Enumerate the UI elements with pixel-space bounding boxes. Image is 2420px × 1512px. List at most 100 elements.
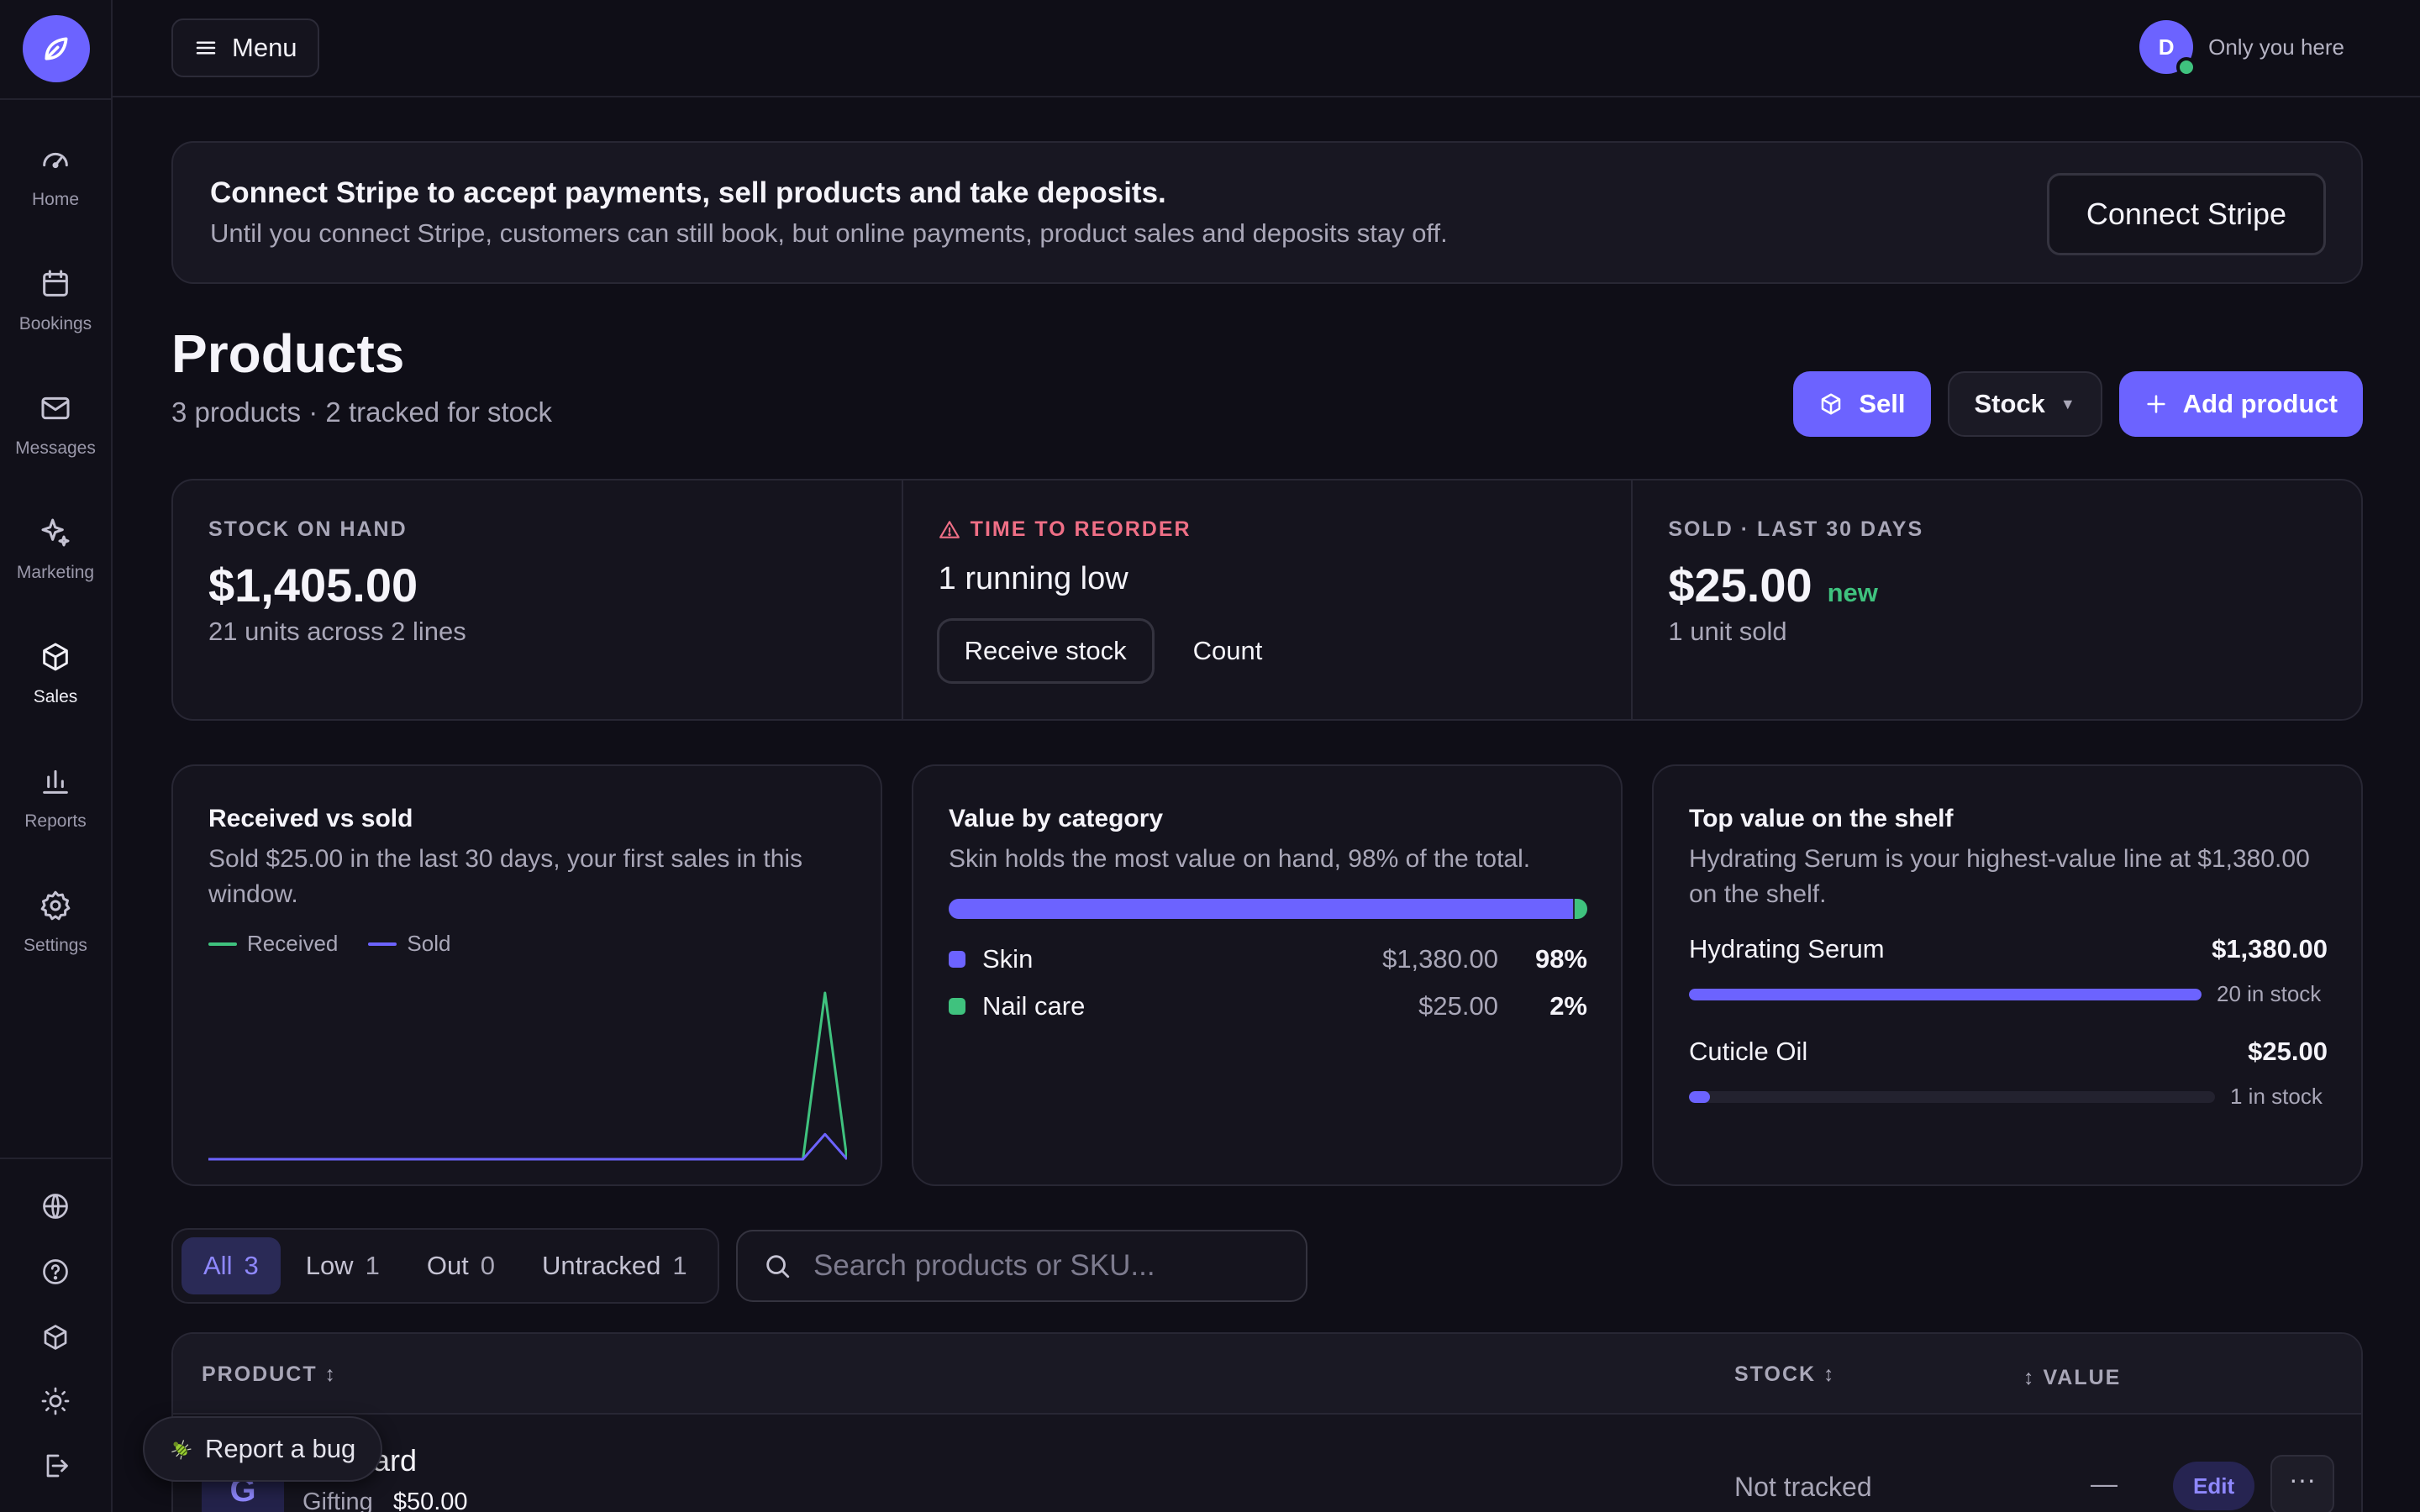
stats-panel: STOCK ON HAND $1,405.00 21 units across … <box>171 479 2363 721</box>
globe-icon <box>43 1194 68 1219</box>
product-category: Gifting <box>302 1488 373 1512</box>
shelf-product-name: Cuticle Oil <box>1689 1037 1808 1066</box>
stat-value: $25.00 <box>1668 559 1812 612</box>
help-icon <box>43 1259 68 1284</box>
shelf-bar-fill <box>1689 1090 1711 1103</box>
category-share-segment <box>1574 899 1587 919</box>
menu-label: Menu <box>232 33 297 62</box>
logout-button[interactable] <box>34 1445 76 1487</box>
column-header-stock[interactable]: STOCK ↕ <box>1734 1362 1836 1386</box>
top-bar: Menu D Only you here <box>113 0 2420 97</box>
box-icon <box>43 643 68 671</box>
hamburger-icon <box>196 41 216 55</box>
sidebar-item-label: Settings <box>24 936 87 955</box>
help-button[interactable] <box>34 1251 76 1293</box>
app-logo[interactable] <box>23 15 90 82</box>
new-badge: new <box>1827 578 1878 607</box>
products-shortcut-button[interactable] <box>34 1316 76 1358</box>
received-vs-sold-card: Received vs sold Sold $25.00 in the last… <box>171 764 882 1186</box>
card-title: Value by category <box>949 805 1164 832</box>
filter-count: 1 <box>672 1251 687 1280</box>
count-button[interactable]: Count <box>1192 636 1263 665</box>
sidebar-divider <box>0 98 111 100</box>
sidebar-item-marketing[interactable]: Marketing <box>0 499 111 617</box>
search-box <box>736 1230 1307 1302</box>
mail-icon <box>41 396 70 420</box>
shelf-product-value: $1,380.00 <box>2212 934 2328 963</box>
banner-title: Connect Stripe to accept payments, sell … <box>210 176 1166 209</box>
sidebar-item-home[interactable]: Home <box>0 126 111 244</box>
edit-button[interactable]: Edit <box>2173 1462 2255 1510</box>
theme-toggle-button[interactable] <box>34 1380 76 1422</box>
category-name: Nail care <box>982 991 1086 1021</box>
sidebar-item-reports[interactable]: Reports <box>0 748 111 865</box>
sell-label: Sell <box>1859 389 1906 418</box>
sidebar-item-settings[interactable]: Settings <box>0 872 111 990</box>
sun-icon <box>41 1387 70 1415</box>
category-row-skin: Skin $1,380.00 98% <box>949 941 1587 978</box>
reorder-actions: Receive stock Count <box>936 618 1286 684</box>
category-value: $25.00 <box>1418 991 1498 1021</box>
shelf-bar-line: 20 in stock <box>1689 981 2328 1007</box>
shelf-bar-track <box>1689 988 2202 1000</box>
filter-tabs: All 3 Low 1 Out 0 Untracked 1 <box>171 1228 719 1304</box>
filter-label: All <box>203 1251 233 1280</box>
bug-icon <box>171 1440 192 1460</box>
language-button[interactable] <box>34 1185 76 1227</box>
category-row-nail-care: Nail care $25.00 2% <box>949 988 1587 1025</box>
presence-indicator: D Only you here <box>2139 20 2344 77</box>
chart-legend: Received Sold <box>208 931 450 957</box>
value-by-category-card: Value by category Skin holds the most va… <box>912 764 1623 1186</box>
series-line-sold <box>208 1132 847 1161</box>
sidebar-item-label: Bookings <box>18 314 92 333</box>
products-table: PRODUCT ↕ STOCK ↕ ↕ VALUE G Gift card Gi… <box>171 1332 2363 1512</box>
column-header-value[interactable]: ↕ VALUE <box>2023 1366 2122 1389</box>
shelf-stock-note: 20 in stock <box>2217 981 2322 1006</box>
caret-down-icon: ▼ <box>2060 395 2075 412</box>
add-product-button[interactable]: Add product <box>2118 371 2363 437</box>
stat-subtext: 1 unit sold <box>1668 617 1787 646</box>
sidebar-item-bookings[interactable]: Bookings <box>0 250 111 368</box>
filter-tab-untracked[interactable]: Untracked 1 <box>520 1237 709 1294</box>
legend-swatch <box>368 942 397 946</box>
leaf-icon <box>45 37 68 60</box>
top-value-card: Top value on the shelf Hydrating Serum i… <box>1652 764 2363 1186</box>
stock-dropdown-button[interactable]: Stock ▼ <box>1947 371 2102 437</box>
page-title: Products <box>171 323 405 384</box>
filter-tab-all[interactable]: All 3 <box>182 1237 281 1294</box>
banner-subtitle: Until you connect Stripe, customers can … <box>210 218 1448 248</box>
sidebar-divider <box>0 1158 111 1159</box>
category-percent: 98% <box>1534 944 1587 974</box>
sell-button[interactable]: Sell <box>1793 371 1931 437</box>
category-percent: 2% <box>1549 991 1587 1021</box>
menu-button[interactable]: Menu <box>171 18 319 77</box>
bar-chart-icon <box>43 769 68 794</box>
category-swatch <box>949 951 965 968</box>
shelf-bar-fill <box>1689 988 2202 1000</box>
page-actions: Sell Stock ▼ Add product <box>1793 371 2363 437</box>
report-bug-button[interactable]: Report a bug <box>143 1416 383 1482</box>
presence-text: Only you here <box>2208 34 2344 60</box>
filter-tab-out[interactable]: Out 0 <box>405 1237 517 1294</box>
filter-count: 0 <box>480 1251 496 1280</box>
avatar[interactable]: D <box>2139 20 2197 77</box>
table-header: PRODUCT ↕ STOCK ↕ ↕ VALUE <box>173 1334 2361 1415</box>
stat-label: STOCK ON HAND <box>208 517 408 541</box>
sidebar-item-messages[interactable]: Messages <box>0 375 111 492</box>
connect-stripe-button[interactable]: Connect Stripe <box>2046 173 2326 255</box>
shelf-stock-note: 1 in stock <box>2230 1084 2323 1109</box>
search-input[interactable] <box>813 1249 1284 1283</box>
product-meta: Gifting $50.00 <box>302 1488 468 1512</box>
stat-value: 1 running low <box>938 561 1128 596</box>
add-product-label: Add product <box>2182 389 2338 418</box>
shelf-row-head: Cuticle Oil $25.00 <box>1689 1037 2328 1067</box>
sidebar: Home Bookings Messages Marketing Sales R… <box>0 0 113 1512</box>
filter-tab-low[interactable]: Low 1 <box>284 1237 402 1294</box>
more-options-button[interactable]: ··· <box>2270 1455 2334 1512</box>
receive-stock-button[interactable]: Receive stock <box>936 618 1155 684</box>
column-header-product[interactable]: PRODUCT ↕ <box>202 1362 338 1386</box>
shelf-bar-track <box>1689 1090 2215 1103</box>
product-stock: Not tracked <box>1734 1472 1872 1502</box>
card-description: Sold $25.00 in the last 30 days, your fi… <box>208 845 803 908</box>
sidebar-item-sales[interactable]: Sales <box>0 623 111 741</box>
